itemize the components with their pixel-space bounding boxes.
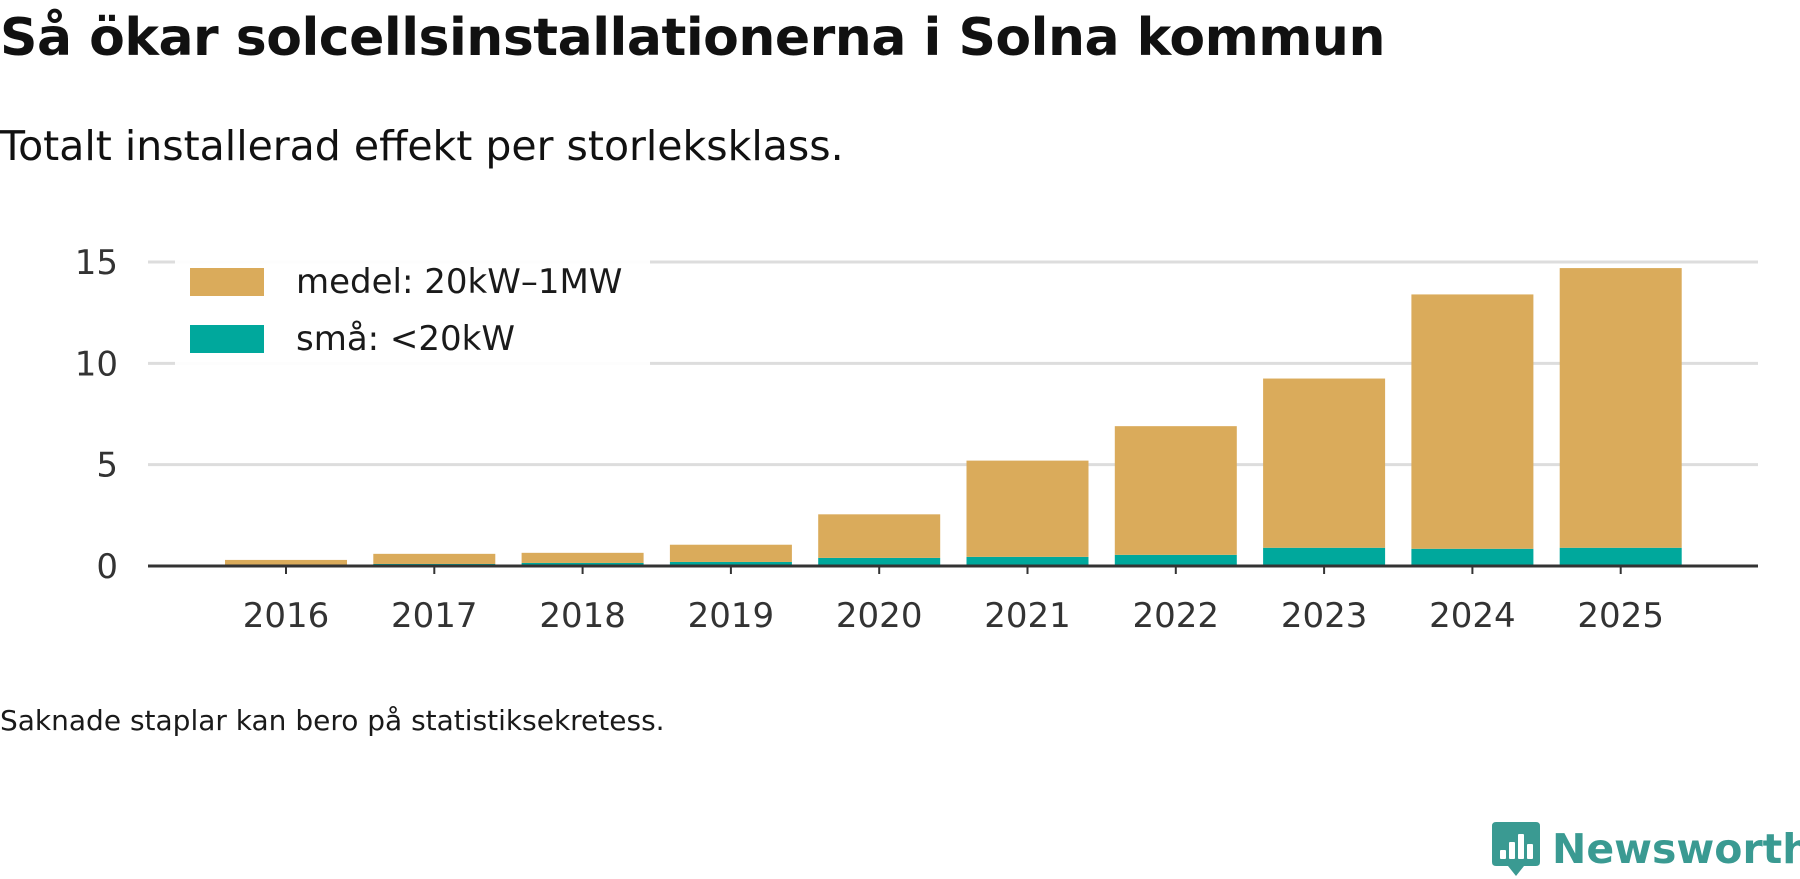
x-tick-label: 2022 (1133, 596, 1220, 636)
bar-chart: 0 5 10 15 2016 2017 2018 2019 2020 2021 2022 2023 20… (75, 243, 1758, 636)
legend-label: små: <20kW (296, 319, 515, 359)
brand-logo[interactable]: Newsworthy (1490, 820, 1800, 878)
bar-segment (1559, 268, 1682, 548)
x-tick-label: 2019 (688, 596, 775, 636)
legend-swatch (190, 325, 264, 353)
brand-name: Newsworthy (1552, 825, 1800, 873)
bar-segment (1559, 547, 1682, 566)
x-tick-label: 2020 (836, 596, 923, 636)
bar-segment (1114, 554, 1237, 566)
footnote: Saknade staplar kan bero på statistiksek… (0, 704, 665, 737)
x-tick-label: 2023 (1281, 596, 1368, 636)
bar-segment (669, 544, 792, 562)
legend-label: medel: 20kW–1MW (296, 262, 622, 302)
legend: medel: 20kW–1MW små: <20kW (175, 256, 650, 366)
y-tick-label: 15 (75, 243, 118, 283)
bar-segment (818, 557, 941, 566)
chart-subtitle: Totalt installerad effekt per storlekskl… (0, 122, 844, 170)
newsworthy-logo-icon (1492, 822, 1540, 876)
bar-segment (669, 561, 792, 566)
y-tick-label: 5 (96, 446, 118, 486)
x-tick-label: 2017 (391, 596, 478, 636)
axes: 0 5 10 15 2016 2017 2018 2019 2020 2021 2022 2023 20… (75, 243, 1758, 636)
y-tick-label: 10 (75, 344, 118, 384)
bar-segment (521, 552, 644, 563)
bar-segment (1411, 548, 1534, 566)
bar-segment (1263, 378, 1386, 548)
x-tick-label: 2024 (1429, 596, 1516, 636)
legend-swatch (190, 268, 264, 296)
bars (225, 268, 1682, 566)
bar-segment (818, 514, 941, 558)
bar-segment (373, 553, 496, 564)
bar-segment (966, 460, 1089, 557)
bar-segment (1263, 547, 1386, 566)
x-tick-label: 2025 (1577, 596, 1664, 636)
bar-segment (521, 562, 644, 566)
chart-title: Så ökar solcellsinstallationerna i Solna… (0, 8, 1385, 68)
bar-segment (1114, 426, 1237, 555)
bar-segment (1411, 294, 1534, 549)
bar-segment (966, 556, 1089, 566)
x-tick-label: 2018 (539, 596, 626, 636)
x-tick-label: 2016 (243, 596, 330, 636)
x-tick-label: 2021 (984, 596, 1071, 636)
bar-segment (225, 559, 347, 565)
y-tick-label: 0 (96, 547, 118, 587)
